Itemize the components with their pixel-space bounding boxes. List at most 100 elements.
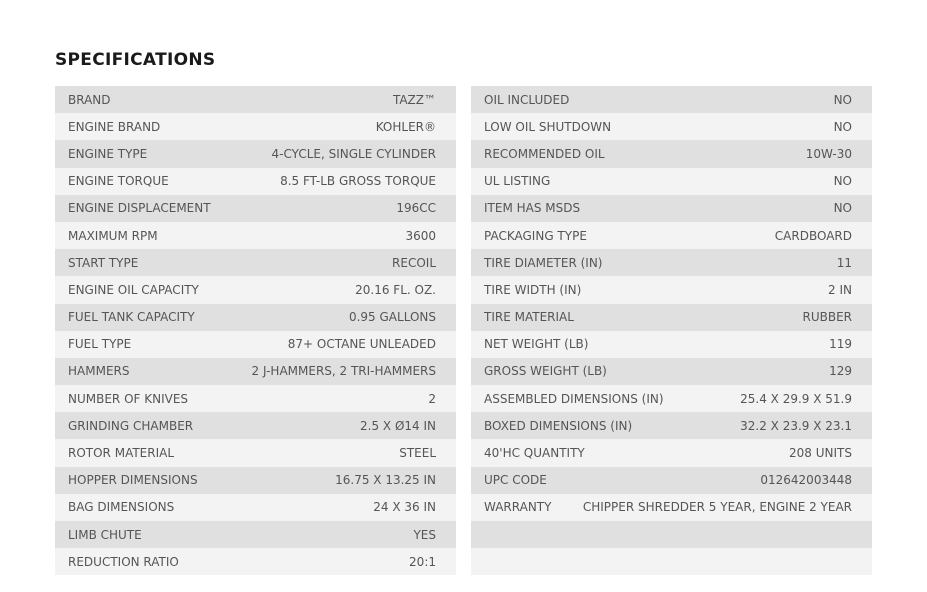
- empty-row: [471, 548, 872, 576]
- spec-value: RUBBER: [802, 310, 852, 325]
- spec-label: RECOMMENDED OIL: [484, 146, 605, 161]
- spec-value: 2 IN: [828, 282, 852, 297]
- spec-row: RECOMMENDED OIL 10W-30: [471, 140, 872, 168]
- spec-value: 10W-30: [805, 146, 852, 161]
- spec-label: 40'HC QUANTITY: [484, 446, 585, 461]
- spec-label: UL LISTING: [484, 174, 551, 189]
- spec-label: ITEM HAS MSDS: [484, 201, 581, 216]
- spec-value: RECOIL: [392, 255, 436, 270]
- spec-label: TIRE MATERIAL: [484, 310, 574, 325]
- spec-row: ENGINE TORQUE 8.5 FT-LB GROSS TORQUE: [55, 167, 456, 195]
- spec-value: 16.75 X 13.25 IN: [335, 473, 436, 488]
- spec-label: TIRE WIDTH (IN): [484, 282, 582, 297]
- spec-label: BRAND: [68, 92, 111, 107]
- spec-label: OIL INCLUDED: [484, 92, 570, 107]
- empty-row: [471, 521, 872, 549]
- spec-row: ASSEMBLED DIMENSIONS (IN) 25.4 X 29.9 X 5…: [471, 385, 872, 413]
- spec-row: ENGINE TYPE 4-CYCLE, SINGLE CYLINDER: [55, 140, 456, 168]
- spec-value: 4-CYCLE, SINGLE CYLINDER: [271, 146, 436, 161]
- spec-row: FUEL TYPE 87+ OCTANE UNLEADED: [55, 330, 456, 358]
- spec-value: 196CC: [396, 201, 436, 216]
- spec-value: 87+ OCTANE UNLEADED: [287, 337, 436, 352]
- spec-row: ENGINE BRAND KOHLER®: [55, 113, 456, 141]
- spec-value: 012642003448: [760, 473, 852, 488]
- spec-row: BOXED DIMENSIONS (IN) 32.2 X 23.9 X 23.1: [471, 412, 872, 440]
- spec-row: GRINDING CHAMBER 2.5 X Ø14 IN: [55, 412, 456, 440]
- spec-value: 8.5 FT-LB GROSS TORQUE: [280, 174, 436, 189]
- spec-label: ENGINE TORQUE: [68, 174, 169, 189]
- spec-label: TIRE DIAMETER (IN): [484, 255, 603, 270]
- spec-label: ENGINE OIL CAPACITY: [68, 282, 199, 297]
- spec-value: 2.5 X Ø14 IN: [360, 418, 436, 433]
- spec-label: BAG DIMENSIONS: [68, 500, 175, 515]
- spec-label: REDUCTION RATIO: [68, 554, 179, 569]
- spec-label: ENGINE TYPE: [68, 146, 148, 161]
- spec-label: LIMB CHUTE: [68, 527, 142, 542]
- spec-label: MAXIMUM RPM: [68, 228, 158, 243]
- spec-row: WARRANTY CHIPPER SHREDDER 5 YEAR, ENGINE …: [471, 493, 872, 521]
- spec-label: FUEL TANK CAPACITY: [68, 310, 195, 325]
- spec-value: 3600: [405, 228, 436, 243]
- spec-value: 25.4 X 29.9 X 51.9: [740, 391, 852, 406]
- spec-row: ENGINE OIL CAPACITY 20.16 FL. OZ.: [55, 276, 456, 304]
- spec-value: NO: [833, 119, 852, 134]
- spec-label: START TYPE: [68, 255, 139, 270]
- spec-row: PACKAGING TYPE CARDBOARD: [471, 221, 872, 250]
- spec-label: NUMBER OF KNIVES: [68, 391, 189, 406]
- spec-value: NO: [833, 174, 852, 189]
- spec-label: FUEL TYPE: [68, 337, 132, 352]
- spec-value: 129: [829, 364, 852, 379]
- spec-row: BRAND TAZZ™: [55, 86, 456, 114]
- spec-value: 208 UNITS: [789, 446, 852, 461]
- spec-table: BRAND TAZZ™ ENGINE BRAND KOHLER® ENGINE TYPE…: [55, 86, 456, 576]
- spec-value: 119: [829, 337, 852, 352]
- spec-value: TAZZ™: [392, 92, 436, 107]
- spec-value: STEEL: [399, 446, 436, 461]
- spec-label: HOPPER DIMENSIONS: [68, 473, 198, 488]
- spec-row: MAXIMUM RPM 3600: [55, 221, 456, 250]
- spec-table: OIL INCLUDED NO LOW OIL SHUTDOWN NO RECOMMEN…: [471, 86, 872, 576]
- spec-row: HOPPER DIMENSIONS 16.75 X 13.25 IN: [55, 466, 456, 494]
- spec-label: HAMMERS: [68, 364, 130, 379]
- spec-row: TIRE MATERIAL RUBBER: [471, 303, 872, 331]
- spec-row: LIMB CHUTE YES: [55, 521, 456, 549]
- spec-row: LOW OIL SHUTDOWN NO: [471, 113, 872, 141]
- spec-value: 0.95 GALLONS: [348, 310, 436, 325]
- spec-row: NET WEIGHT (LB) 119: [471, 330, 872, 358]
- spec-value: 20.16 FL. OZ.: [355, 282, 436, 297]
- spec-row: ROTOR MATERIAL STEEL: [55, 439, 456, 467]
- section-title: SPECIFICATIONS: [55, 50, 216, 70]
- spec-value: 32.2 X 23.9 X 23.1: [740, 418, 852, 433]
- spec-label: ROTOR MATERIAL: [68, 446, 175, 461]
- spec-value: CHIPPER SHREDDER 5 YEAR, ENGINE 2 YEAR: [582, 500, 852, 515]
- spec-row: TIRE WIDTH (IN) 2 IN: [471, 276, 872, 304]
- spec-label: ASSEMBLED DIMENSIONS (IN): [484, 391, 664, 406]
- spec-value: 11: [836, 255, 852, 270]
- spec-row: HAMMERS 2 J-HAMMERS, 2 TRI-HAMMERS: [55, 357, 456, 386]
- spec-label: UPC CODE: [484, 473, 547, 488]
- spec-row: NUMBER OF KNIVES 2: [55, 385, 456, 413]
- spec-value: NO: [833, 201, 852, 216]
- spec-row: START TYPE RECOIL: [55, 249, 456, 277]
- spec-value: 2: [428, 391, 436, 406]
- spec-row: ENGINE DISPLACEMENT 196CC: [55, 194, 456, 222]
- spec-value: CARDBOARD: [774, 228, 852, 243]
- spec-label: LOW OIL SHUTDOWN: [484, 119, 612, 134]
- spec-row: OIL INCLUDED NO: [471, 86, 872, 114]
- spec-label: WARRANTY: [484, 500, 552, 515]
- spec-value: NO: [833, 92, 852, 107]
- spec-row: TIRE DIAMETER (IN) 11: [471, 249, 872, 277]
- spec-row: UPC CODE 012642003448: [471, 466, 872, 494]
- spec-label: ENGINE DISPLACEMENT: [68, 201, 211, 216]
- spec-row: ITEM HAS MSDS NO: [471, 194, 872, 222]
- spec-row: REDUCTION RATIO 20:1: [55, 548, 456, 576]
- spec-value: 2 J-HAMMERS, 2 TRI-HAMMERS: [251, 364, 436, 379]
- spec-label: NET WEIGHT (LB): [484, 337, 589, 352]
- spec-row: GROSS WEIGHT (LB) 129: [471, 357, 872, 386]
- spec-row: BAG DIMENSIONS 24 X 36 IN: [55, 493, 456, 521]
- spec-label: GRINDING CHAMBER: [68, 418, 194, 433]
- spec-label: GROSS WEIGHT (LB): [484, 364, 607, 379]
- spec-row: FUEL TANK CAPACITY 0.95 GALLONS: [55, 303, 456, 331]
- spec-value: 20:1: [409, 554, 436, 569]
